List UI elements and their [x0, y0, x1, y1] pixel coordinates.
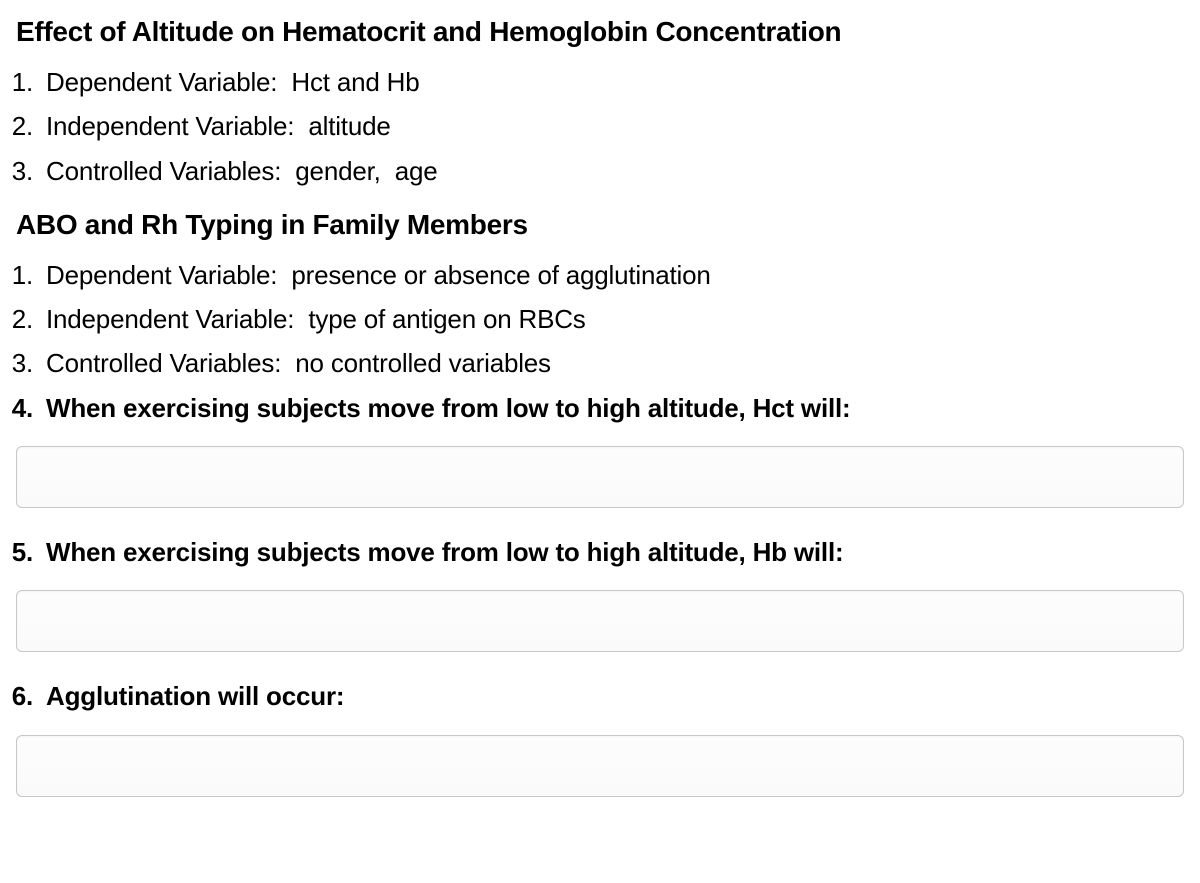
section-2-title: ABO and Rh Typing in Family Members	[16, 209, 1200, 241]
item-value: type of antigen on RBCs	[308, 304, 585, 334]
list-item: Dependent Variable:Hct and Hb	[40, 62, 1200, 102]
answer-5-input[interactable]	[16, 590, 1184, 652]
item-label: Independent Variable:	[46, 304, 308, 334]
item-value: Hct and Hb	[291, 67, 419, 97]
list-item: Controlled Variables:no controlled varia…	[40, 343, 1200, 383]
answer-5-wrap	[16, 590, 1184, 652]
question-4-text: When exercising subjects move from low t…	[46, 393, 850, 423]
item-label: Controlled Variables:	[46, 348, 295, 378]
item-value: no controlled variables	[295, 348, 551, 378]
item-value: presence or absence of agglutination	[291, 260, 710, 290]
question-4: When exercising subjects move from low t…	[40, 388, 1200, 428]
section-2-list-cont-6: Agglutination will occur:	[0, 676, 1200, 716]
item-label: Independent Variable:	[46, 111, 308, 141]
item-label: Dependent Variable:	[46, 67, 291, 97]
item-label: Dependent Variable:	[46, 260, 291, 290]
item-value: altitude	[308, 111, 390, 141]
list-item: Independent Variable:type of antigen on …	[40, 299, 1200, 339]
question-6: Agglutination will occur:	[40, 676, 1200, 716]
section-1-title: Effect of Altitude on Hematocrit and Hem…	[16, 16, 1200, 48]
worksheet-page: Effect of Altitude on Hematocrit and Hem…	[0, 0, 1200, 841]
answer-4-wrap	[16, 446, 1184, 508]
question-5: When exercising subjects move from low t…	[40, 532, 1200, 572]
list-item: Independent Variable:altitude	[40, 106, 1200, 146]
question-6-text: Agglutination will occur:	[46, 681, 344, 711]
item-value: gender, age	[295, 156, 437, 186]
section-2-list-cont-5: When exercising subjects move from low t…	[0, 532, 1200, 572]
question-5-text: When exercising subjects move from low t…	[46, 537, 843, 567]
list-item: Controlled Variables:gender, age	[40, 151, 1200, 191]
item-label: Controlled Variables:	[46, 156, 295, 186]
list-item: Dependent Variable:presence or absence o…	[40, 255, 1200, 295]
section-1-list: Dependent Variable:Hct and Hb Independen…	[0, 62, 1200, 191]
answer-6-wrap	[16, 735, 1184, 797]
section-2-list: Dependent Variable:presence or absence o…	[0, 255, 1200, 428]
answer-6-input[interactable]	[16, 735, 1184, 797]
answer-4-input[interactable]	[16, 446, 1184, 508]
